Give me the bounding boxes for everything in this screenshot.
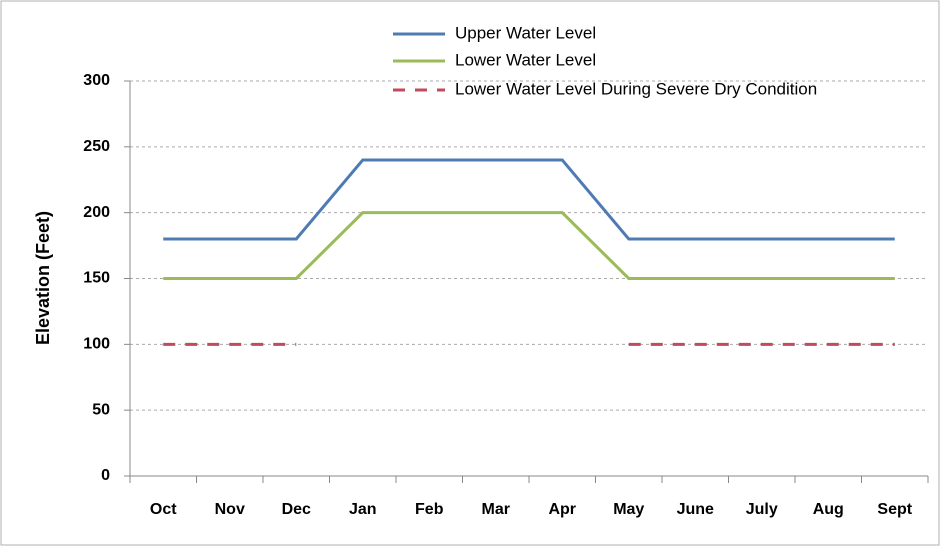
x-tick-label: June xyxy=(677,501,714,518)
x-tick-label: Apr xyxy=(548,501,576,518)
x-tick-label: July xyxy=(746,501,778,518)
x-tick-label: May xyxy=(613,501,644,518)
legend-label: Upper Water Level xyxy=(455,23,596,42)
x-tick-label: Jan xyxy=(349,501,377,518)
y-tick-label: 50 xyxy=(92,401,110,418)
y-axis-label: Elevation (Feet) xyxy=(33,211,53,345)
series-line xyxy=(163,158,895,241)
y-tick-label: 0 xyxy=(101,467,110,484)
x-tick-label: Feb xyxy=(415,501,444,518)
y-tick-label: 200 xyxy=(83,204,110,221)
x-tick-label: Sept xyxy=(877,501,912,518)
x-tick-label: Nov xyxy=(215,501,245,518)
x-tick-label: Aug xyxy=(813,501,844,518)
legend-label: Lower Water Level xyxy=(455,50,596,69)
y-tick-label: 100 xyxy=(83,336,110,353)
series-line xyxy=(163,211,895,280)
x-tick-label: Oct xyxy=(150,501,177,518)
y-tick-label: 250 xyxy=(83,138,110,155)
y-tick-label: 150 xyxy=(83,270,110,287)
y-tick-label: 300 xyxy=(83,72,110,89)
legend-label: Lower Water Level During Severe Dry Cond… xyxy=(455,79,817,98)
x-tick-label: Mar xyxy=(482,501,510,518)
x-tick-label: Dec xyxy=(282,501,311,518)
